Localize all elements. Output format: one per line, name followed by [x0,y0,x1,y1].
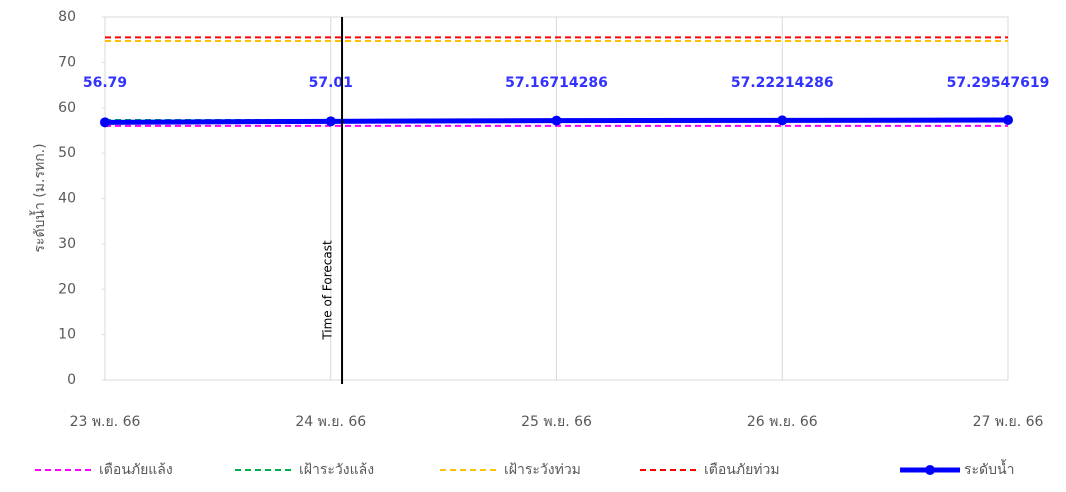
point [551,115,562,126]
point [100,117,110,128]
y-tick-label: 60 [58,100,76,116]
legend-label: เฝ้าระวังแล้ง [299,462,374,478]
y-tick-label: 40 [58,191,76,207]
legend-marker [925,465,935,475]
y-tick-label: 10 [58,327,76,343]
y-tick-label: 70 [58,54,76,70]
point [1003,115,1013,126]
x-tick-label: 23 พ.ย. 66 [70,414,141,430]
x-tick-label: 27 พ.ย. 66 [973,414,1044,430]
forecast-label: Time of Forecast [321,240,335,341]
data-label: 57.22214286 [731,75,834,91]
data-label: 57.16714286 [505,75,608,91]
x-tick-label: 24 พ.ย. 66 [295,414,366,430]
x-tick-label: 25 พ.ย. 66 [521,414,592,430]
point [777,115,788,126]
y-tick-label: 0 [67,372,76,388]
point [325,116,336,127]
y-tick-label: 80 [58,9,76,25]
y-tick-label: 20 [58,281,76,297]
y-axis-label: ระดับน้ำ (ม.รทก.) [29,143,48,252]
legend-label: เตือนภัยท่วม [704,462,780,478]
data-label: 57.29547619 [947,75,1050,91]
data-label: 57.01 [309,75,353,91]
data-label: 56.79 [83,75,127,91]
legend-label: ระดับน้ำ [964,459,1014,478]
legend-label: เฝ้าระวังท่วม [504,462,581,478]
x-tick-label: 26 พ.ย. 66 [747,414,818,430]
y-tick-label: 50 [58,145,76,161]
y-tick-label: 30 [58,236,76,252]
legend-label: เตือนภัยแล้ง [99,462,173,478]
